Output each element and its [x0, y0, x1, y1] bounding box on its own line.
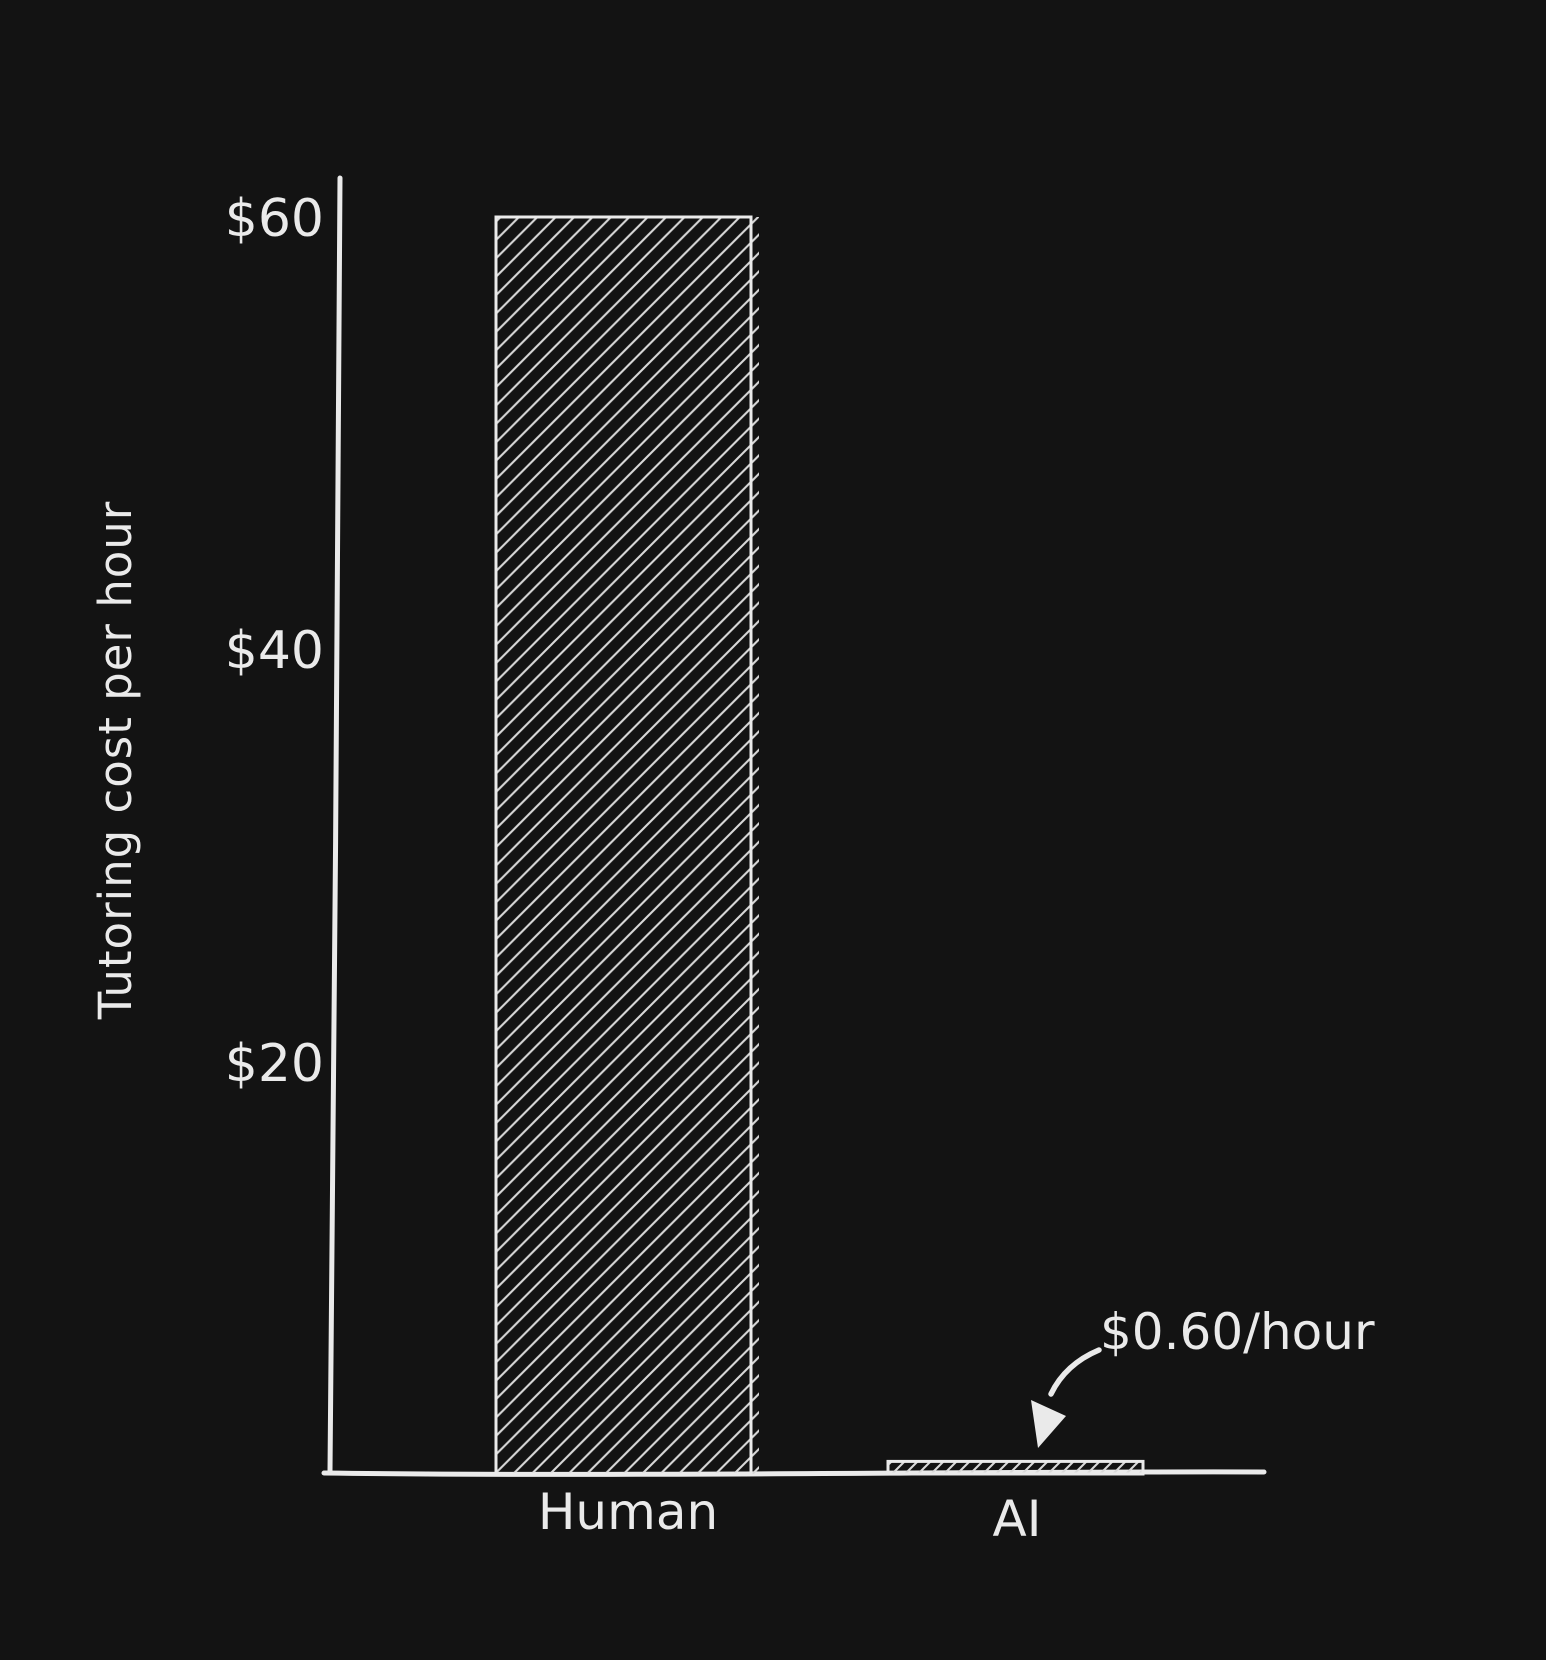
- human-bar-outline: [494, 215, 753, 1476]
- ai-bar-hatch: [888, 1461, 1143, 1474]
- y-tick-label-60: $60: [225, 189, 324, 249]
- y-axis-line: [327, 175, 343, 1474]
- ai-bar: [886, 1459, 1145, 1476]
- ai-bar-outline: [886, 1459, 1145, 1476]
- x-tick-label-human: Human: [538, 1483, 718, 1541]
- x-tick-label-ai: AI: [993, 1490, 1042, 1548]
- y-axis-title: Tutoring cost per hour: [89, 501, 142, 1021]
- x-axis-line: [321, 1469, 1267, 1477]
- y-tick-label-20: $20: [225, 1034, 324, 1094]
- annotation-arrowhead-icon: [1031, 1400, 1066, 1448]
- annotation-text: $0.60/hour: [1100, 1303, 1375, 1361]
- y-tick-label-40: $40: [225, 621, 324, 681]
- human-bar: [494, 215, 759, 1476]
- human-bar-hatch: [496, 217, 759, 1474]
- annotation-arrow: [1048, 1347, 1102, 1397]
